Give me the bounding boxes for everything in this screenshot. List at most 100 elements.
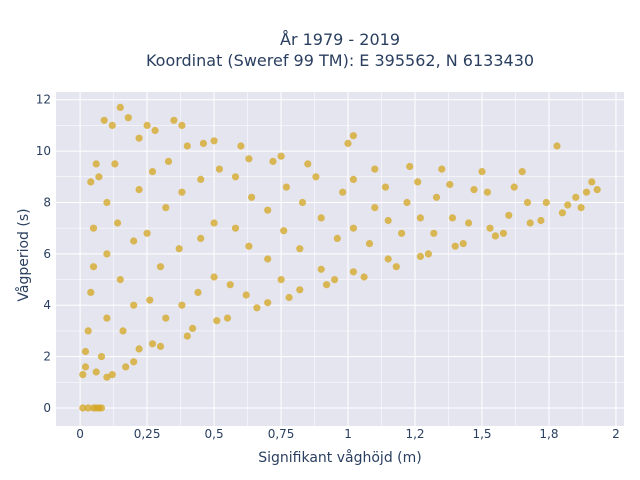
data-point	[470, 186, 478, 194]
data-point	[282, 183, 290, 191]
data-point	[296, 245, 304, 253]
data-point	[89, 263, 98, 271]
data-point	[183, 142, 191, 150]
data-point	[558, 209, 567, 217]
data-point	[231, 224, 240, 232]
data-point	[103, 250, 111, 258]
data-point	[226, 281, 234, 289]
data-point	[100, 116, 108, 124]
data-point	[178, 301, 186, 309]
data-point	[371, 165, 379, 173]
data-point	[231, 173, 240, 181]
data-point	[223, 314, 232, 322]
x-tick-label: 0,5	[205, 427, 224, 441]
data-point	[269, 157, 277, 165]
data-point	[164, 157, 173, 165]
x-tick-label: 1,5	[472, 427, 491, 441]
data-point	[384, 216, 392, 225]
data-point	[478, 168, 486, 176]
data-point	[108, 121, 116, 129]
data-point	[143, 121, 151, 129]
data-point	[465, 219, 473, 227]
data-point	[143, 229, 151, 237]
data-point	[537, 216, 545, 225]
data-point	[349, 268, 357, 276]
data-point	[280, 227, 288, 235]
data-point	[81, 363, 90, 371]
data-point	[156, 263, 165, 271]
data-point	[156, 342, 165, 350]
data-point	[264, 255, 272, 263]
data-point	[197, 175, 205, 183]
data-point	[312, 173, 320, 181]
data-point	[296, 286, 304, 294]
data-point	[483, 188, 491, 196]
data-point	[518, 168, 526, 176]
data-point	[349, 175, 357, 183]
data-point	[87, 288, 95, 296]
data-point	[505, 211, 513, 219]
chart-title-line-1: År 1979 - 2019	[280, 30, 400, 49]
data-point	[344, 139, 352, 147]
data-point	[553, 142, 561, 150]
data-point	[116, 276, 124, 284]
x-tick-label: 0,75	[268, 427, 295, 441]
data-point	[242, 291, 250, 299]
data-point	[175, 245, 183, 253]
data-point	[237, 142, 245, 150]
data-point	[526, 219, 534, 227]
data-point	[122, 363, 130, 371]
data-point	[264, 206, 272, 214]
data-point	[116, 103, 124, 111]
data-point	[339, 188, 347, 196]
data-point	[148, 168, 157, 176]
data-point	[253, 304, 261, 312]
y-tick-label: 6	[43, 247, 51, 261]
data-point	[277, 152, 285, 160]
data-point	[114, 219, 122, 227]
y-tick-label: 4	[43, 298, 51, 312]
data-point	[79, 404, 87, 412]
data-point	[582, 188, 591, 196]
data-point	[97, 353, 106, 361]
y-tick-label: 2	[43, 350, 51, 364]
data-point	[542, 198, 550, 207]
data-point	[491, 232, 499, 240]
data-point	[148, 340, 157, 348]
data-point	[323, 281, 331, 289]
x-tick-label: 1	[344, 427, 352, 441]
data-point	[403, 198, 411, 207]
points-layer	[79, 103, 601, 412]
x-tick-label: 0,25	[134, 427, 161, 441]
data-point	[317, 265, 325, 273]
data-point	[81, 347, 90, 356]
data-point	[593, 186, 601, 194]
data-point	[416, 214, 424, 222]
data-point	[178, 121, 186, 129]
data-point	[197, 234, 205, 242]
data-point	[124, 114, 132, 122]
x-tick-labels: 0 0,25 0,5 0,75 1 1,2 1,5 1,8 2	[76, 427, 619, 441]
data-point	[572, 193, 580, 201]
x-axis-title: Signifikant våghöjd (m)	[258, 449, 421, 466]
chart-title-line-2: Koordinat (Sweref 99 TM): E 395562, N 61…	[146, 51, 534, 70]
plot-background	[56, 92, 624, 426]
y-tick-label: 0	[43, 401, 51, 415]
data-point	[151, 126, 159, 135]
y-tick-label: 12	[36, 93, 51, 107]
data-point	[210, 137, 218, 145]
data-point	[248, 193, 256, 201]
data-point	[87, 178, 95, 186]
data-point	[210, 273, 218, 281]
data-point	[135, 345, 143, 353]
data-point	[333, 234, 341, 242]
data-point	[349, 132, 357, 140]
data-point	[448, 214, 457, 222]
data-point	[146, 296, 154, 304]
data-point	[213, 317, 221, 325]
data-point	[392, 263, 400, 271]
data-point	[89, 224, 98, 232]
data-point	[84, 327, 92, 335]
data-point	[510, 183, 518, 191]
